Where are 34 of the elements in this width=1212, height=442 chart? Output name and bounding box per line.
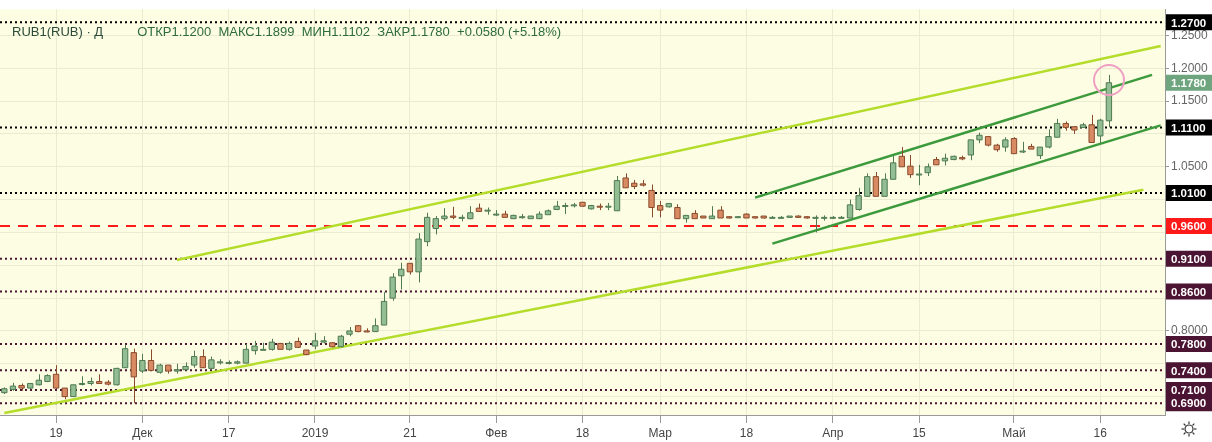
text: 1.1780	[1171, 76, 1207, 89]
ref-line-label: 1.2700	[1171, 16, 1207, 29]
x-tick-label: 18	[739, 425, 754, 440]
x-tick-label: 15	[912, 425, 927, 440]
x-tick-label: Дек	[132, 425, 154, 440]
x-tick-label: 18	[575, 425, 590, 440]
x-tick-label: 16	[1093, 425, 1108, 440]
ref-line-label: 1.0100	[1171, 187, 1207, 200]
x-tick-label: 21	[403, 425, 417, 440]
y-tick-label: 0.8000	[1171, 323, 1209, 338]
y-tick-label: 1.0500	[1171, 159, 1209, 174]
x-tick-label: Фев	[485, 425, 508, 440]
x-tick-label: 2019	[301, 425, 329, 440]
ref-line-label: 1.1100	[1171, 121, 1206, 134]
y-tick-label: 1.1500	[1171, 93, 1209, 108]
x-tick-label: Май	[1002, 425, 1026, 440]
x-tick-label: 17	[222, 425, 236, 440]
text: RUB1(RUB) · Д	[12, 24, 104, 40]
text: ОТКР1.1200 МАКС1.1899 МИН1.1102 ЗАКР1.1780 +0.0580 (+5.18%)	[137, 24, 562, 40]
y-tick-label: 1.2000	[1171, 60, 1209, 75]
ref-line-label: 0.9100	[1171, 252, 1207, 265]
ref-line-label: 0.7100	[1171, 384, 1207, 397]
ref-line-label: 0.7800	[1171, 338, 1207, 351]
ref-line-label: 0.9600	[1171, 220, 1207, 233]
ref-line-label: 0.7400	[1171, 364, 1207, 377]
ref-line-label: 0.6900	[1171, 397, 1207, 410]
x-tick-label: 19	[49, 425, 64, 440]
candlestick	[855, 187, 862, 212]
candlestick	[1045, 128, 1052, 149]
candlestick	[1088, 114, 1095, 143]
x-tick-label: Апр	[822, 425, 844, 440]
ref-line-label: 0.8600	[1171, 285, 1207, 298]
x-tick-label: Мар	[648, 425, 673, 440]
y-tick-label: 1.2500	[1171, 27, 1209, 42]
